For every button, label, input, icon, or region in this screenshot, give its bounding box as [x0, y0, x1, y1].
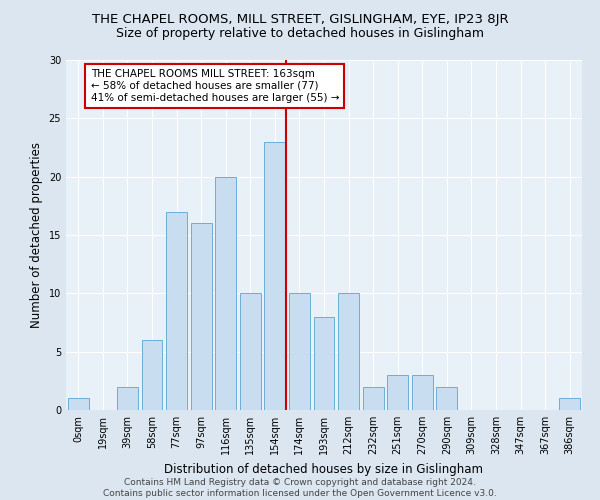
Bar [191, 224, 212, 410]
Bar [142, 340, 163, 410]
Bar [68, 398, 89, 410]
Bar [314, 316, 334, 410]
Text: THE CHAPEL ROOMS, MILL STREET, GISLINGHAM, EYE, IP23 8JR: THE CHAPEL ROOMS, MILL STREET, GISLINGHA… [92, 12, 508, 26]
Bar [436, 386, 457, 410]
Text: THE CHAPEL ROOMS MILL STREET: 163sqm
← 58% of detached houses are smaller (77)
4: THE CHAPEL ROOMS MILL STREET: 163sqm ← 5… [91, 70, 339, 102]
Bar [412, 375, 433, 410]
Bar [117, 386, 138, 410]
Bar [166, 212, 187, 410]
Text: Contains HM Land Registry data © Crown copyright and database right 2024.
Contai: Contains HM Land Registry data © Crown c… [103, 478, 497, 498]
Bar [362, 386, 383, 410]
Bar [338, 294, 359, 410]
Bar [387, 375, 408, 410]
Bar [265, 142, 286, 410]
X-axis label: Distribution of detached houses by size in Gislingham: Distribution of detached houses by size … [164, 462, 484, 475]
Bar [240, 294, 261, 410]
Bar [559, 398, 580, 410]
Text: Size of property relative to detached houses in Gislingham: Size of property relative to detached ho… [116, 28, 484, 40]
Y-axis label: Number of detached properties: Number of detached properties [30, 142, 43, 328]
Bar [289, 294, 310, 410]
Bar [215, 176, 236, 410]
